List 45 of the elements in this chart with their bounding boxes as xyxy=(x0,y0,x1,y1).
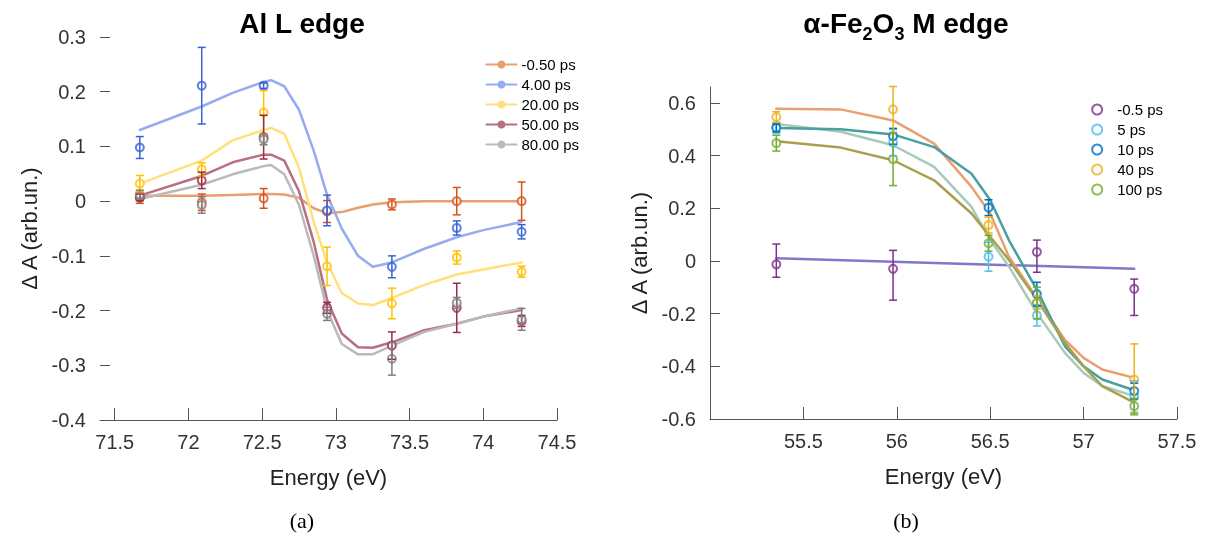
x-axis-title: Energy (eV) xyxy=(269,464,388,490)
y-tick-label: 0.3 xyxy=(58,26,86,48)
text: (b) xyxy=(892,508,920,534)
x-tick-label: 57 xyxy=(1072,430,1095,452)
legend-label: 100 ps xyxy=(1117,181,1163,198)
x-tick-label: 57.5 xyxy=(1157,430,1197,452)
x-tick-label: 74.5 xyxy=(537,431,577,453)
legend-label: -0.5 ps xyxy=(1117,101,1163,118)
y-axis-title: Δ A (arb.un.) xyxy=(627,191,653,315)
y-tick-label: 0 xyxy=(74,190,86,213)
legend-label: 20.00 ps xyxy=(521,96,579,113)
y-tick-label: -0.2 xyxy=(661,302,696,325)
y-tick-label: -0.1 xyxy=(51,244,86,267)
x-tick-label: 56.5 xyxy=(970,430,1010,452)
legend-label: 80.00 ps xyxy=(521,136,579,153)
text: (a) xyxy=(288,508,316,534)
legend-label: 40 ps xyxy=(1117,161,1154,178)
legend-label: 4.00 ps xyxy=(521,76,571,93)
chart-title: α-Fe$_{2}$O$_{3}$ M edge xyxy=(802,8,1010,45)
y-tick-label: 0.2 xyxy=(668,197,696,220)
y-tick-label: 0.4 xyxy=(668,144,696,167)
y-tick-label: 0.2 xyxy=(58,80,86,103)
x-tick-label: 72 xyxy=(177,431,200,453)
legend-label: -0.50 ps xyxy=(521,56,576,73)
y-tick-label: 0 xyxy=(684,249,696,272)
y-tick-label: -0.4 xyxy=(51,409,86,431)
x-tick-label: 71.5 xyxy=(95,431,135,453)
x-tick-label: 73 xyxy=(324,431,347,453)
y-tick-label: 0.1 xyxy=(58,135,86,158)
y-axis-title: Δ A (arb.un.) xyxy=(17,167,43,290)
y-tick-label: -0.6 xyxy=(661,408,696,430)
chart-title: Al L edge xyxy=(239,8,365,39)
x-tick-label: 74 xyxy=(472,431,495,453)
y-tick-label: -0.2 xyxy=(51,299,86,322)
x-tick-label: 73.5 xyxy=(390,431,430,453)
legend-label: 5 ps xyxy=(1117,121,1146,138)
x-tick-label: 56 xyxy=(885,430,908,452)
y-tick-label: 0.6 xyxy=(668,91,696,114)
x-tick-label: 72.5 xyxy=(242,431,282,453)
x-tick-label: 55.5 xyxy=(783,430,823,452)
y-tick-label: -0.4 xyxy=(661,355,696,378)
legend-label: 10 ps xyxy=(1117,141,1154,158)
legend-label: 50.00 ps xyxy=(521,116,579,133)
y-tick-label: -0.3 xyxy=(51,354,86,377)
x-axis-title: Energy (eV) xyxy=(884,463,1003,489)
